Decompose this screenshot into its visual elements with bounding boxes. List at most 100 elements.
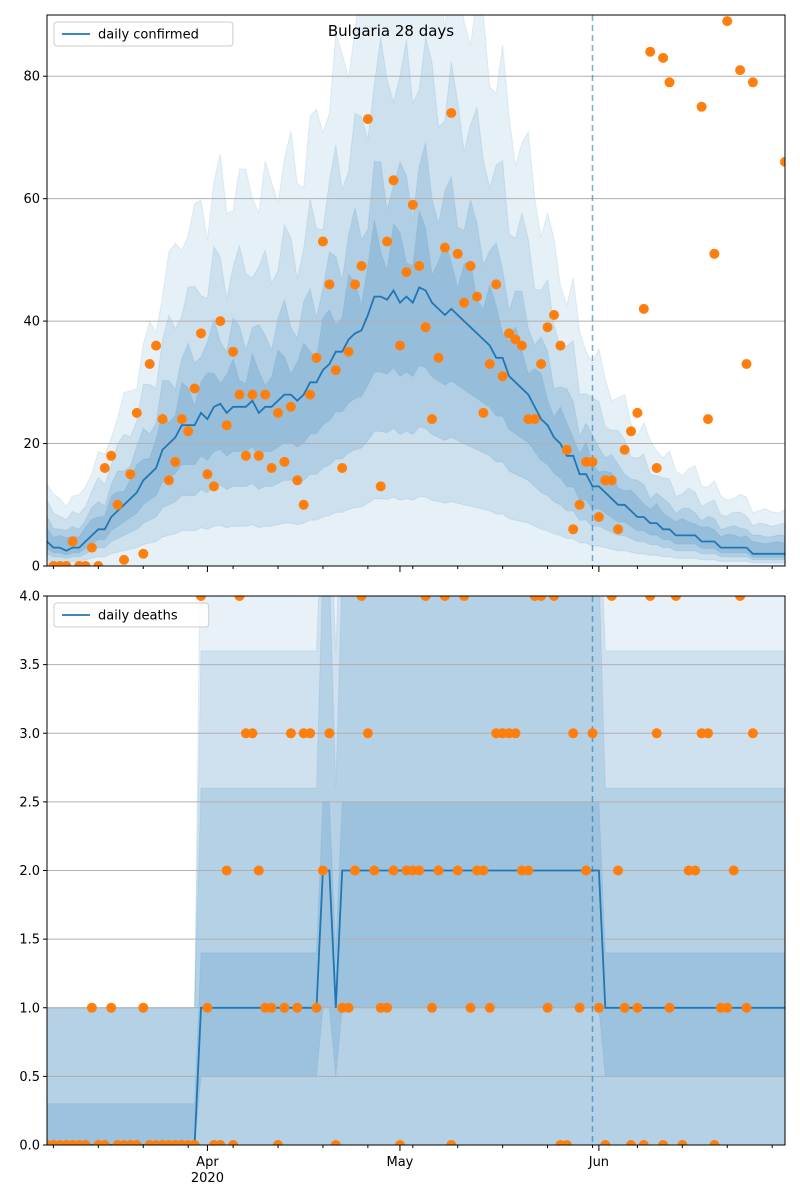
data-point — [202, 469, 213, 480]
data-point — [324, 728, 335, 739]
x-tick-label: May — [387, 1155, 414, 1170]
data-point — [414, 261, 425, 271]
data-point — [343, 1002, 354, 1013]
data-point — [626, 426, 636, 437]
data-point — [350, 865, 360, 876]
data-point — [709, 1140, 720, 1145]
data-point — [452, 865, 463, 876]
data-point — [362, 728, 373, 739]
plot-area — [47, 596, 785, 1145]
data-point — [741, 1002, 752, 1013]
data-point — [549, 310, 559, 320]
data-point — [189, 383, 200, 394]
data-point — [61, 561, 72, 566]
data-point — [741, 359, 752, 369]
data-point — [176, 414, 187, 425]
data-point — [106, 450, 117, 461]
data-point — [651, 728, 662, 739]
data-point — [292, 1002, 303, 1013]
data-point — [574, 1002, 585, 1013]
data-point — [677, 1140, 688, 1145]
data-point — [747, 728, 758, 739]
data-point — [266, 463, 277, 473]
data-point — [459, 596, 470, 601]
data-point — [446, 1140, 457, 1145]
y-tick-label: 0.5 — [19, 1070, 40, 1085]
data-point — [703, 728, 713, 739]
data-point — [228, 1140, 239, 1145]
data-point — [433, 352, 444, 363]
data-point — [516, 340, 527, 351]
data-point — [664, 77, 675, 88]
x-tick-label: Apr — [196, 1155, 219, 1170]
y-tick-label: 60 — [23, 192, 40, 207]
data-point — [362, 114, 373, 125]
uncertainty-band — [47, 15, 785, 566]
data-point — [626, 1140, 636, 1145]
data-point — [427, 414, 437, 425]
x-tick-label: Jun — [588, 1155, 609, 1170]
data-point — [658, 1140, 669, 1145]
data-point — [401, 267, 412, 278]
data-point — [202, 1002, 213, 1013]
y-tick-label: 3.5 — [19, 658, 40, 673]
data-point — [273, 1140, 283, 1145]
data-point — [619, 1002, 630, 1013]
data-point — [433, 865, 444, 876]
data-point — [478, 865, 489, 876]
data-point — [253, 450, 264, 461]
data-point — [240, 450, 251, 461]
data-point — [446, 108, 457, 118]
data-point — [491, 279, 502, 290]
y-tick-label: 20 — [23, 437, 40, 452]
data-point — [324, 279, 335, 290]
data-point — [196, 328, 206, 339]
data-point — [536, 596, 547, 601]
data-point — [542, 1002, 553, 1013]
uncertainty-band — [47, 210, 785, 558]
data-point — [651, 463, 662, 473]
data-point — [196, 596, 206, 601]
y-tick-label: 4.0 — [19, 590, 40, 605]
data-point — [80, 1140, 91, 1145]
data-point — [311, 352, 322, 363]
chart-title: Bulgaria 28 days — [328, 22, 454, 40]
data-point — [189, 1140, 200, 1145]
legend-label: daily confirmed — [98, 28, 199, 43]
data-point — [747, 77, 758, 88]
data-point — [125, 469, 136, 480]
data-point — [106, 1002, 117, 1013]
data-point — [285, 728, 296, 739]
data-point — [439, 596, 450, 601]
legend-label: daily deaths — [98, 609, 178, 624]
y-tick-label: 40 — [23, 315, 40, 330]
data-point — [593, 1002, 604, 1013]
data-point — [722, 1002, 733, 1013]
data-point — [253, 865, 264, 876]
y-tick-label: 1.5 — [19, 933, 40, 948]
y-tick-label: 3.0 — [19, 727, 40, 742]
data-point — [247, 728, 258, 739]
data-point — [484, 359, 495, 369]
data-point — [279, 456, 290, 467]
data-point — [144, 359, 155, 369]
data-point — [292, 475, 303, 486]
y-tick-label: 2.5 — [19, 795, 40, 810]
data-point — [497, 371, 508, 382]
x-tick-year-label: 2020 — [191, 1171, 224, 1186]
data-point — [420, 322, 431, 333]
data-point — [330, 365, 341, 376]
data-point — [574, 499, 585, 510]
data-point — [420, 596, 431, 601]
data-point — [670, 596, 681, 601]
data-point — [735, 65, 746, 76]
data-point — [632, 1002, 643, 1013]
data-point — [356, 596, 367, 601]
data-point — [465, 261, 476, 271]
data-point — [568, 728, 579, 739]
data-point — [163, 475, 174, 486]
data-point — [542, 322, 553, 333]
data-point — [247, 389, 258, 400]
data-point — [465, 1002, 476, 1013]
